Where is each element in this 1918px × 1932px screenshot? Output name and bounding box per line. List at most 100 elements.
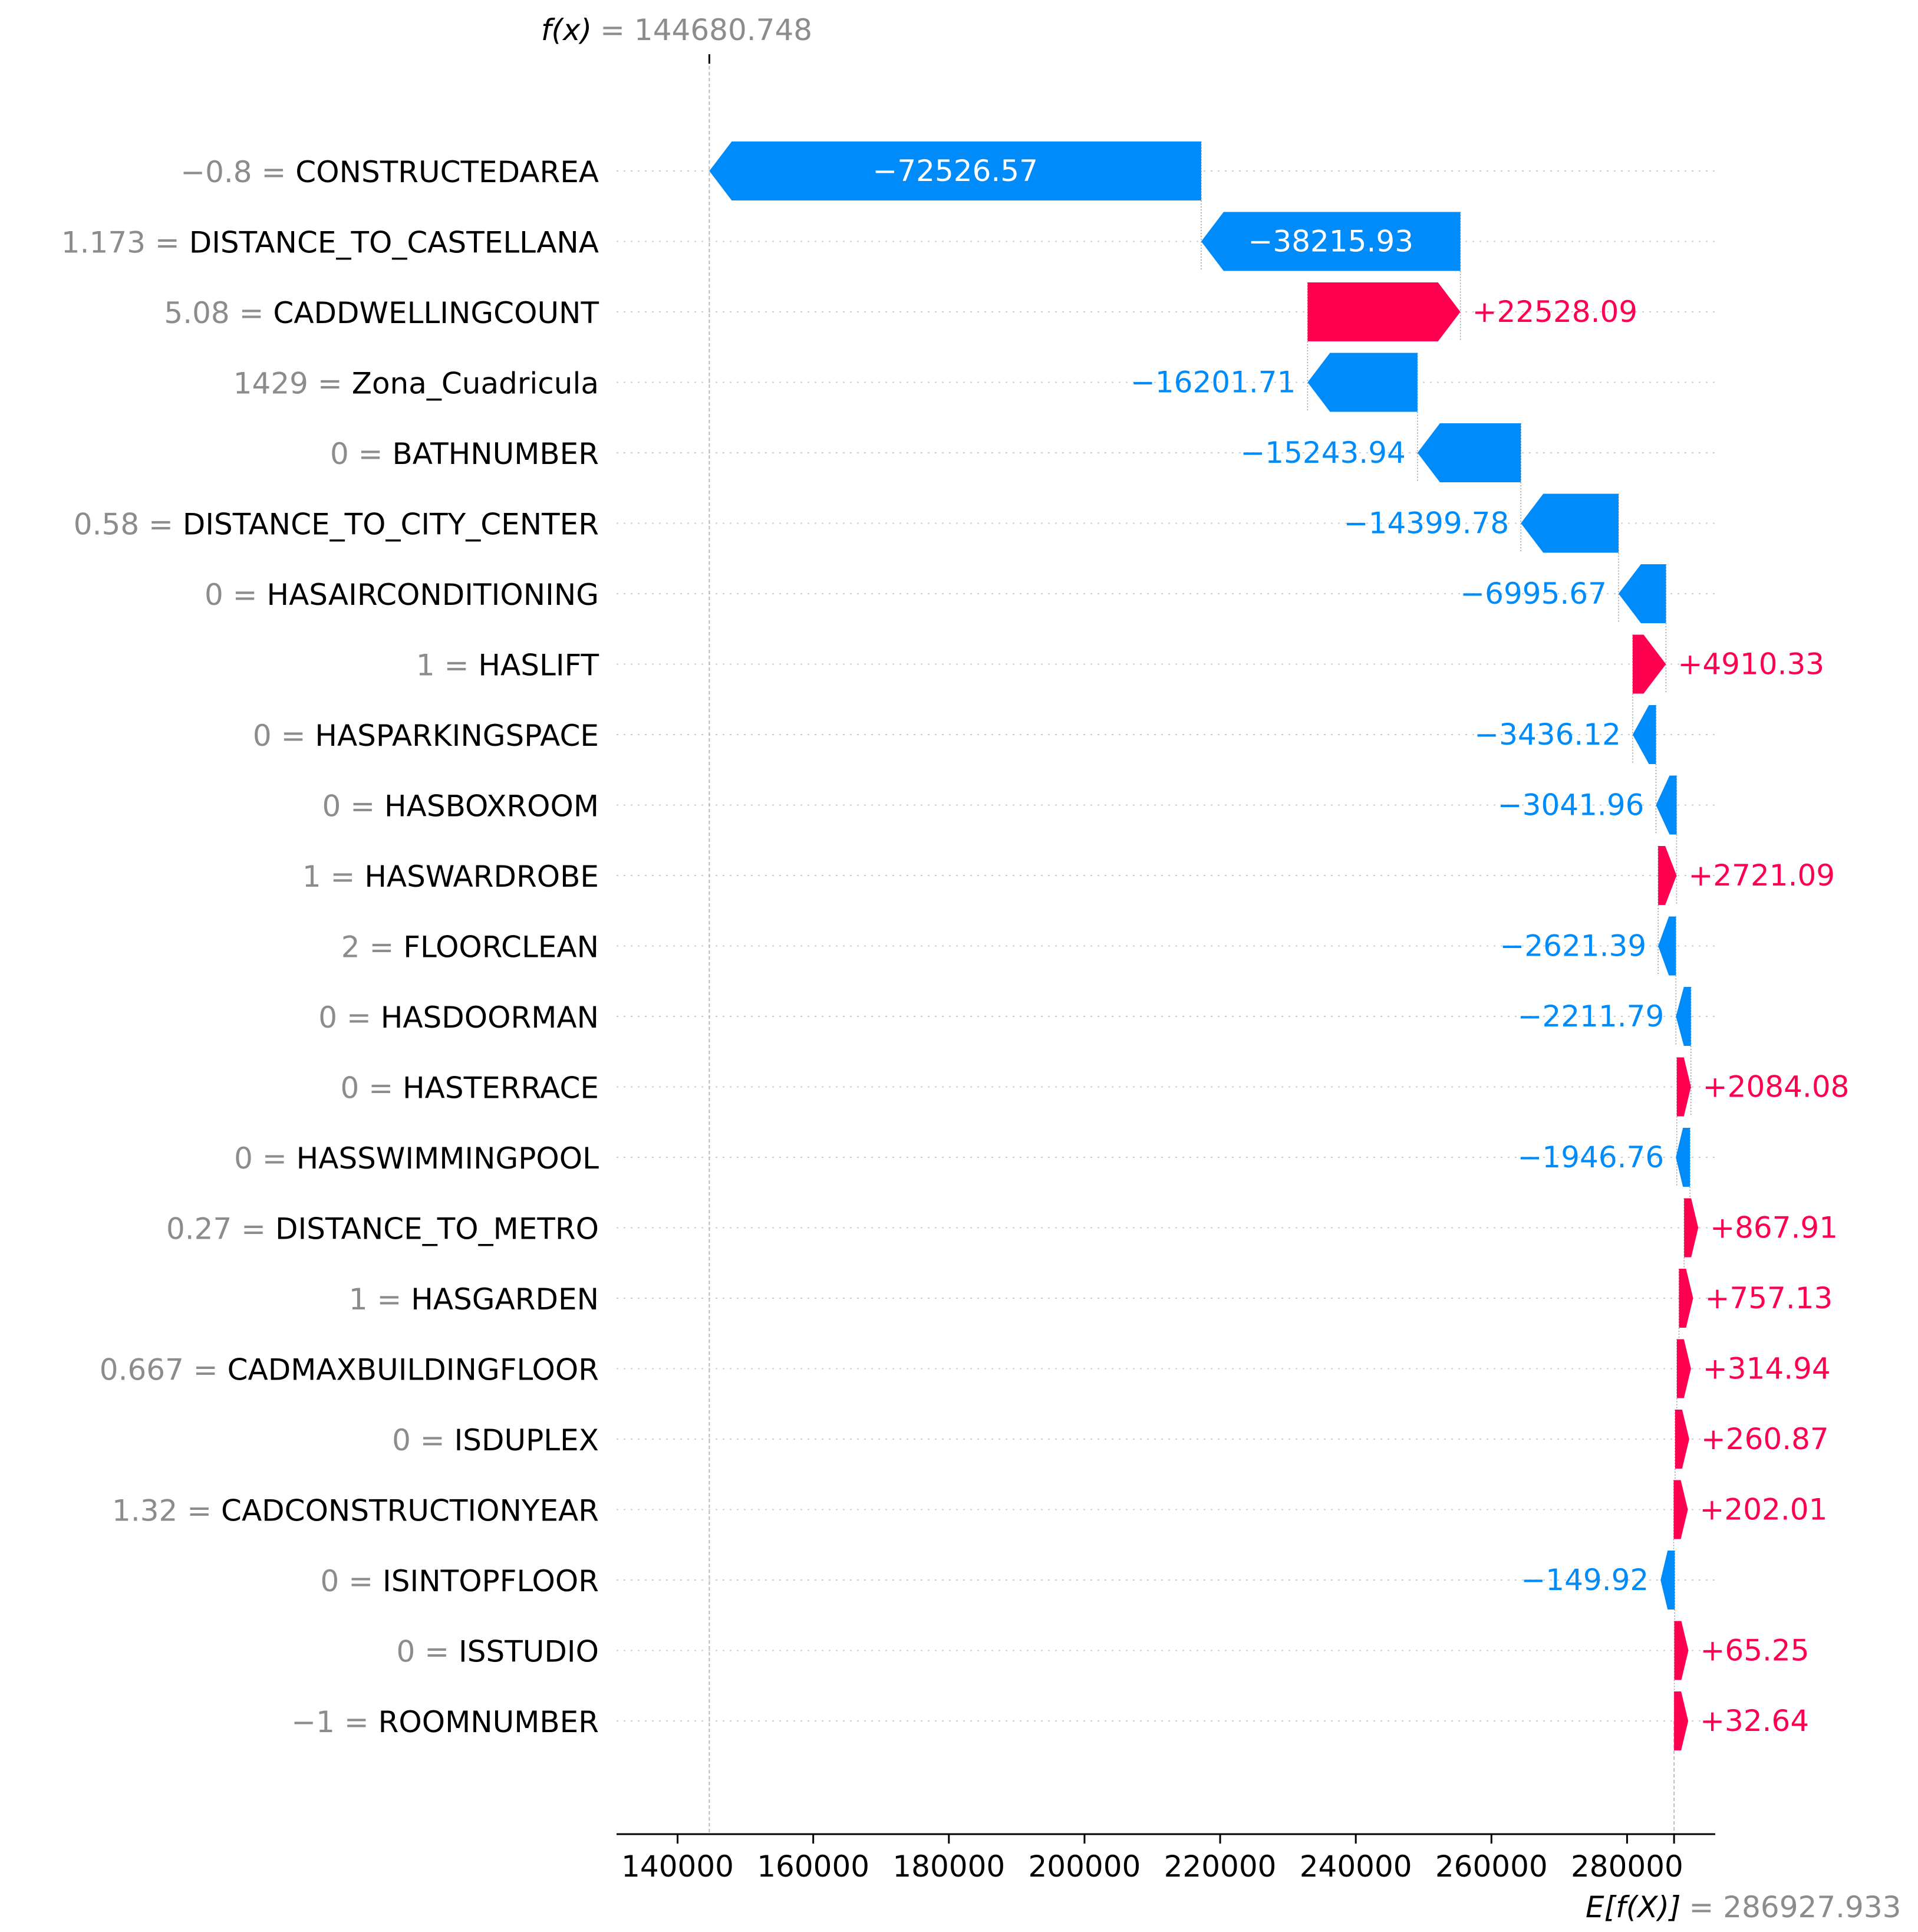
feature-name: HASDOORMAN — [381, 1000, 599, 1035]
feature-name: DISTANCE_TO_CASTELLANA — [189, 226, 599, 260]
contribution-label: −149.92 — [1521, 1563, 1649, 1597]
x-tick-label: 160000 — [757, 1849, 869, 1884]
feature-value: 0.667 = — [100, 1353, 228, 1387]
feature-name: CADCONSTRUCTIONYEAR — [221, 1494, 599, 1528]
feature-name: HASGARDEN — [411, 1282, 599, 1316]
contribution-label: +757.13 — [1705, 1281, 1833, 1315]
contribution-label: +260.87 — [1701, 1422, 1829, 1456]
contribution-label: +22528.09 — [1472, 295, 1637, 329]
feature-value: 0 = — [318, 1000, 381, 1035]
feature-label: 0 = ISINTOPFLOOR — [321, 1564, 599, 1598]
feature-label: 0 = HASDOORMAN — [318, 1000, 599, 1035]
contribution-bars — [709, 141, 1699, 1750]
feature-name: HASBOXROOM — [384, 789, 599, 824]
feature-name: CONSTRUCTEDAREA — [295, 155, 599, 189]
feature-name: HASPARKINGSPACE — [315, 719, 599, 753]
feature-label: 1.173 = DISTANCE_TO_CASTELLANA — [61, 226, 599, 260]
feature-label: 0.27 = DISTANCE_TO_METRO — [166, 1212, 599, 1246]
efx-annotation-text: E[f(X)] = 286927.933 — [1586, 1890, 1901, 1924]
feature-name: FLOORCLEAN — [403, 930, 599, 965]
fx-annotation-text: f(x) = 144680.748 — [541, 13, 812, 47]
feature-value: 0 = — [234, 1141, 296, 1176]
feature-label: 1 = HASWARDROBE — [302, 860, 599, 894]
feature-value: 1.32 = — [112, 1494, 221, 1528]
feature-label: 1 = HASGARDEN — [349, 1282, 599, 1316]
feature-name: HASWARDROBE — [364, 860, 599, 894]
bar-positive — [1679, 1269, 1693, 1328]
x-tick-label: 180000 — [892, 1849, 1005, 1884]
x-tick-label: 140000 — [621, 1849, 734, 1884]
x-tick-label: 260000 — [1435, 1849, 1548, 1884]
contribution-label: +202.01 — [1700, 1493, 1828, 1527]
feature-label: 5.08 = CADDWELLINGCOUNT — [164, 296, 599, 330]
feature-name: ROOMNUMBER — [378, 1705, 599, 1739]
bar-positive — [1674, 1621, 1689, 1680]
feature-name: HASAIRCONDITIONING — [266, 578, 599, 612]
fx-annotation: f(x) = 144680.748 — [541, 13, 812, 47]
x-tick-label: 240000 — [1300, 1849, 1412, 1884]
bar-positive — [1658, 846, 1677, 905]
bar-positive — [1673, 1480, 1688, 1539]
feature-name: BATHNUMBER — [392, 437, 599, 471]
efx-label: E[f(X)] — [1586, 1890, 1680, 1924]
contribution-label: +65.25 — [1701, 1634, 1810, 1668]
feature-label: 2 = FLOORCLEAN — [341, 930, 599, 965]
feature-label: 1 = HASLIFT — [416, 649, 599, 683]
bar-negative — [1201, 212, 1461, 271]
x-tick-label: 220000 — [1164, 1849, 1277, 1884]
bar-positive — [1676, 1339, 1691, 1398]
bar-negative — [1521, 493, 1619, 553]
bar-positive — [1684, 1198, 1699, 1258]
bar-negative — [1632, 705, 1656, 764]
feature-value: −0.8 = — [180, 155, 295, 189]
feature-value: −1 = — [291, 1705, 378, 1739]
contribution-label: +2084.08 — [1703, 1070, 1850, 1104]
feature-label: 1429 = Zona_Cuadricula — [233, 367, 599, 401]
bar-negative — [1307, 353, 1418, 412]
feature-value: 0 = — [253, 719, 315, 753]
feature-label: −0.8 = CONSTRUCTEDAREA — [180, 155, 599, 189]
bar-positive — [1674, 1691, 1689, 1750]
contribution-label: −15243.94 — [1240, 436, 1405, 470]
feature-value: 0 = — [397, 1635, 459, 1669]
feature-label: 0 = HASTERRACE — [341, 1071, 599, 1105]
contribution-label: −14399.78 — [1344, 506, 1509, 541]
feature-label: 0 = ISDUPLEX — [392, 1423, 599, 1457]
contribution-label: −16201.71 — [1131, 366, 1296, 400]
x-tick-label: 280000 — [1571, 1849, 1683, 1884]
bar-negative — [709, 141, 1201, 200]
bar-negative — [1676, 1128, 1690, 1187]
x-tick-label: 200000 — [1028, 1849, 1141, 1884]
feature-value: 0 = — [330, 437, 393, 471]
bar-negative — [1417, 423, 1521, 482]
feature-value: 5.08 = — [164, 296, 273, 330]
feature-value: 0.58 = — [74, 508, 183, 542]
contribution-label: −3436.12 — [1474, 717, 1621, 752]
contribution-label: −1946.76 — [1518, 1140, 1665, 1174]
feature-value: 1 = — [416, 649, 479, 683]
feature-value: 0 = — [205, 578, 267, 612]
feature-value: 1429 = — [233, 367, 352, 401]
feature-label: 0 = HASBOXROOM — [322, 789, 599, 824]
feature-name: CADDWELLINGCOUNT — [273, 296, 599, 330]
contribution-label: −2211.79 — [1518, 999, 1665, 1034]
bar-positive — [1675, 1410, 1689, 1469]
x-axis: 140000 160000 180000 200000 220000 240000 2600… — [617, 1833, 1715, 1884]
fx-label: f(x) — [541, 13, 592, 47]
contribution-label: −3041.96 — [1498, 788, 1645, 822]
feature-labels: −0.8 = CONSTRUCTEDAREA 1.173 = DISTANCE_T… — [61, 155, 599, 1739]
feature-label: 0 = HASPARKINGSPACE — [253, 719, 599, 753]
feature-name: ISSTUDIO — [459, 1635, 599, 1669]
bar-negative — [1658, 916, 1676, 976]
feature-value: 1.173 = — [61, 226, 189, 260]
feature-name: HASLIFT — [478, 649, 599, 683]
feature-label: 0 = HASSWIMMINGPOOL — [234, 1141, 599, 1176]
feature-value: 0 = — [321, 1564, 383, 1598]
feature-label: −1 = ROOMNUMBER — [291, 1705, 599, 1739]
feature-name: ISDUPLEX — [454, 1423, 599, 1457]
bar-negative — [1676, 987, 1691, 1046]
contribution-label: +2721.09 — [1688, 858, 1835, 893]
bar-positive — [1632, 634, 1666, 694]
contribution-label: +32.64 — [1700, 1704, 1809, 1738]
